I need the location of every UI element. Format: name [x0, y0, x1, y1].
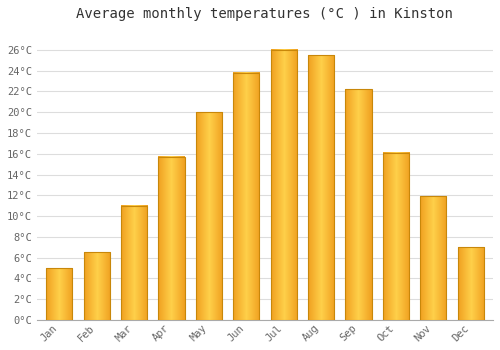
Bar [458, 247, 483, 320]
Bar [158, 157, 184, 320]
Bar [308, 55, 334, 320]
Title: Average monthly temperatures (°C ) in Kinston: Average monthly temperatures (°C ) in Ki… [76, 7, 454, 21]
Bar [121, 206, 147, 320]
Bar [382, 153, 409, 320]
Bar [46, 268, 72, 320]
Bar [270, 50, 296, 320]
Bar [420, 196, 446, 320]
Bar [84, 252, 110, 320]
Bar [196, 112, 222, 320]
Bar [233, 73, 260, 320]
Bar [346, 89, 372, 320]
